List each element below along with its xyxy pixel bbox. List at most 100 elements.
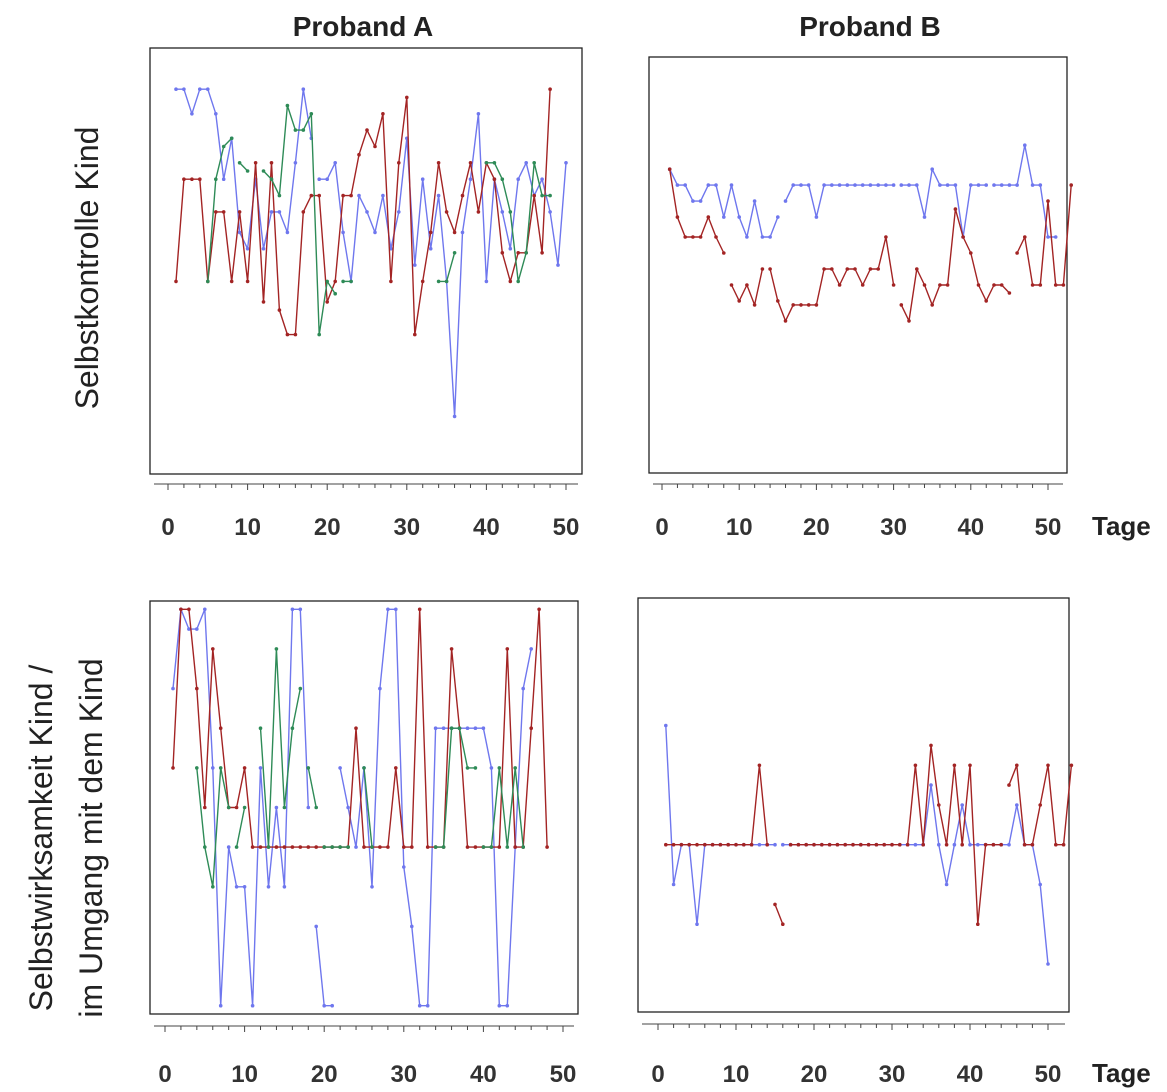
data-point-blue [346, 805, 350, 810]
series-red [174, 87, 552, 337]
data-point-red [1061, 283, 1066, 287]
data-point-blue [274, 805, 279, 810]
data-point-red [679, 842, 684, 847]
data-point-green [274, 647, 279, 651]
data-point-red [929, 743, 933, 748]
data-point-blue [691, 199, 695, 203]
data-point-green [524, 251, 528, 255]
data-point-red [905, 842, 910, 847]
data-point-red [937, 803, 941, 807]
x-tick-label: 50 [1035, 1061, 1062, 1088]
data-point-red [714, 235, 718, 239]
x-tick-label: 20 [801, 1061, 828, 1088]
data-point-red [757, 763, 762, 768]
data-point-green [330, 845, 335, 849]
data-point-red [245, 279, 250, 284]
series-line-red [774, 904, 784, 925]
data-point-green [497, 766, 502, 770]
series-red [664, 743, 1074, 926]
data-point-red [505, 647, 510, 651]
series-line-green [235, 807, 246, 848]
panel-proband-b-selbstkontrolle: 0 10 20 30 40 50 Tage [648, 56, 1151, 541]
series-line-blue [172, 608, 309, 1007]
data-point-green [441, 845, 446, 849]
data-point-red [242, 766, 247, 770]
data-point-red [814, 303, 819, 307]
data-point-red [537, 607, 541, 612]
data-point-blue [899, 183, 904, 187]
data-point-green [317, 332, 322, 337]
data-point-blue [992, 183, 996, 187]
data-point-blue [325, 177, 330, 181]
x-tick-label: 40 [473, 514, 500, 541]
data-point-red [500, 251, 505, 255]
data-point-blue [354, 845, 358, 849]
data-point-green [516, 279, 520, 284]
data-point-green [218, 766, 223, 770]
series-line-red [730, 268, 764, 306]
series-line-green [239, 162, 249, 172]
data-point-red [969, 251, 973, 255]
data-point-green [285, 103, 290, 108]
data-point-blue [476, 112, 481, 116]
data-point-blue [481, 726, 486, 730]
data-point-blue [386, 607, 390, 612]
data-point-blue [564, 161, 568, 165]
data-point-green [261, 169, 266, 173]
data-point-red [913, 763, 918, 768]
x-tick-label: 30 [390, 1061, 417, 1088]
series-line-red [669, 169, 725, 254]
column-title-proband-b: Proband B [799, 11, 941, 42]
data-point-blue [508, 246, 513, 251]
data-point-blue [333, 161, 338, 165]
data-point-blue [913, 842, 918, 847]
data-point-red [830, 267, 834, 271]
data-point-green [206, 279, 210, 284]
data-point-blue [1030, 183, 1035, 187]
data-point-blue [516, 177, 520, 181]
data-point-red [1046, 763, 1050, 768]
data-point-red [866, 842, 871, 847]
series-line-green [435, 727, 476, 848]
data-point-blue [234, 885, 239, 889]
data-point-red [1030, 842, 1035, 847]
x-tick-label: 0 [651, 1061, 664, 1088]
data-point-red [497, 845, 502, 849]
data-point-red [325, 300, 330, 304]
data-point-red [891, 283, 896, 287]
data-point-green [301, 128, 306, 132]
data-point-blue [473, 726, 478, 730]
data-point-blue [1007, 842, 1011, 847]
data-point-red [365, 128, 369, 132]
data-point-red [776, 299, 780, 303]
series-line-red [665, 764, 768, 846]
data-point-blue [250, 1003, 255, 1008]
data-point-red [1069, 183, 1073, 187]
x-axis-label-tage: Tage [1092, 1058, 1151, 1088]
data-point-blue [760, 235, 765, 239]
data-point-red [783, 319, 788, 323]
data-point-blue [489, 766, 494, 770]
data-point-blue [171, 686, 175, 691]
data-point-blue [282, 885, 287, 889]
series-line-blue [665, 725, 775, 925]
data-point-green [290, 726, 295, 730]
data-point-blue [937, 842, 941, 847]
x-tick-label: 0 [655, 514, 668, 541]
data-point-green [500, 177, 505, 181]
data-point-blue [266, 885, 271, 889]
data-point-red [898, 842, 902, 847]
data-point-red [214, 210, 218, 214]
data-point-blue [1038, 183, 1043, 187]
data-point-red [960, 842, 964, 847]
series-line-red [1016, 185, 1072, 286]
data-point-red [845, 267, 850, 271]
data-point-blue [976, 183, 981, 187]
data-point-red [899, 303, 904, 307]
data-point-red [820, 842, 824, 847]
data-point-red [410, 845, 414, 849]
data-point-red [882, 842, 886, 847]
data-point-red [804, 842, 808, 847]
data-point-blue [293, 161, 298, 165]
data-point-blue [783, 199, 788, 203]
